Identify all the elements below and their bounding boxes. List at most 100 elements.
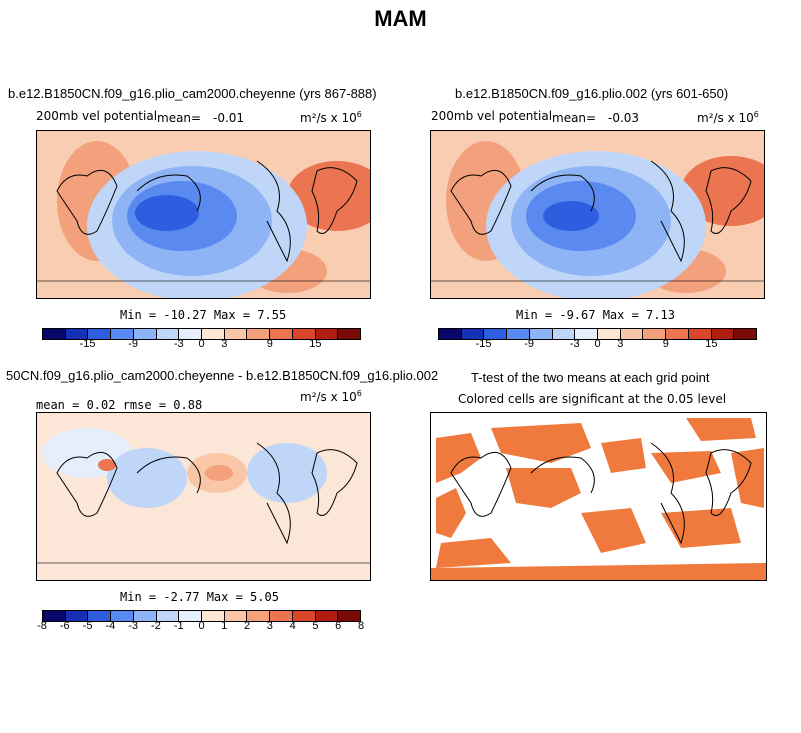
panel1-mean-value: -0.01 <box>213 111 245 125</box>
colorbar-swatch <box>270 611 293 621</box>
colorbar-tick-label: 3 <box>266 620 273 632</box>
panel1-mean-label: mean= <box>157 111 202 125</box>
colorbar-tick-label: -3 <box>569 338 580 350</box>
colorbar-swatch <box>688 329 712 339</box>
colorbar-tick-label: 3 <box>221 338 228 350</box>
colorbar-tick-label: -6 <box>59 620 70 632</box>
colorbar-tick-label: 0 <box>198 620 205 632</box>
colorbar-swatch <box>111 329 134 339</box>
colorbar-swatch <box>179 611 203 621</box>
colorbar-swatch <box>88 329 112 339</box>
colorbar-swatch <box>133 329 157 339</box>
panel2-colorbar <box>438 328 757 340</box>
panel2-map <box>430 130 765 299</box>
colorbar-swatch <box>484 329 508 339</box>
colorbar-tick-label: 15 <box>705 338 718 350</box>
panel2-units: m²/s x 106 <box>697 110 759 125</box>
colorbar-tick-label: 0 <box>594 338 601 350</box>
colorbar-swatch <box>292 611 316 621</box>
panel1-colorbar <box>42 328 361 340</box>
colorbar-tick-label: -2 <box>151 620 161 632</box>
colorbar-tick-label: -3 <box>173 338 184 350</box>
panel1-units: m²/s x 106 <box>300 110 362 125</box>
colorbar-swatch <box>133 611 157 621</box>
panel1-colorbar-labels: -15 -9 -3 0 3 9 15 <box>42 338 359 352</box>
colorbar-swatch <box>598 329 621 339</box>
colorbar-tick-label: 9 <box>266 338 273 350</box>
colorbar-tick-label: 4 <box>289 620 296 632</box>
colorbar-swatch <box>156 329 180 339</box>
colorbar-swatch <box>224 329 248 339</box>
colorbar-tick-label: -9 <box>128 338 139 350</box>
colorbar-swatch <box>666 329 689 339</box>
colorbar-tick-label: 5 <box>312 620 319 632</box>
colorbar-swatch <box>202 329 225 339</box>
colorbar-swatch <box>529 329 553 339</box>
colorbar-tick-label: 0 <box>198 338 205 350</box>
colorbar-swatch <box>202 611 225 621</box>
colorbar-tick-label: -15 <box>79 338 96 350</box>
colorbar-tick-label: -1 <box>173 620 184 632</box>
panel3-minmax: Min = -2.77 Max = 5.05 <box>120 590 279 604</box>
colorbar-swatch <box>65 611 89 621</box>
colorbar-swatch <box>338 611 361 621</box>
colorbar-swatch <box>507 329 530 339</box>
colorbar-tick-label: -8 <box>37 620 47 632</box>
panel4-subtitle: Colored cells are significant at the 0.0… <box>458 392 727 406</box>
colorbar-swatch <box>439 329 462 339</box>
panel2-minmax: Min = -9.67 Max = 7.13 <box>516 308 675 322</box>
colorbar-tick-label: -3 <box>128 620 139 632</box>
panel1-map <box>36 130 371 299</box>
figure-title: MAM <box>374 6 427 31</box>
colorbar-swatch <box>292 329 316 339</box>
colorbar-tick-label: 3 <box>617 338 624 350</box>
colorbar-tick-label: 1 <box>221 620 228 632</box>
colorbar-swatch <box>224 611 248 621</box>
colorbar-tick-label: -5 <box>82 620 93 632</box>
colorbar-swatch <box>711 329 735 339</box>
panel2-colorbar-labels: -15 -9 -3 0 3 9 15 <box>438 338 755 352</box>
colorbar-tick-label: 2 <box>244 620 251 632</box>
panel3-map <box>36 412 371 581</box>
colorbar-swatch <box>65 329 89 339</box>
panel3-colorbar <box>42 610 361 622</box>
colorbar-tick-label: -15 <box>475 338 492 350</box>
colorbar-swatch <box>734 329 757 339</box>
panel2-variable: 200mb vel potential <box>431 109 553 123</box>
colorbar-swatch <box>247 329 271 339</box>
panel1-variable: 200mb vel potential <box>36 109 158 123</box>
colorbar-swatch <box>43 611 66 621</box>
colorbar-tick-label: 8 <box>357 620 365 632</box>
colorbar-swatch <box>552 329 576 339</box>
colorbar-tick-label: -9 <box>524 338 535 350</box>
panel3-units: m²/s x 106 <box>300 389 362 404</box>
colorbar-tick-label: 15 <box>309 338 322 350</box>
panel2-mean-label: mean= <box>552 111 597 125</box>
colorbar-swatch <box>315 329 339 339</box>
colorbar-swatch <box>575 329 599 339</box>
colorbar-swatch <box>270 329 293 339</box>
colorbar-swatch <box>111 611 134 621</box>
panel4-title: T-test of the two means at each grid poi… <box>471 370 710 385</box>
colorbar-tick-label: 6 <box>335 620 342 632</box>
colorbar-swatch <box>315 611 339 621</box>
panel1-minmax: Min = -10.27 Max = 7.55 <box>120 308 287 322</box>
panel3-colorbar-labels: -8 -6 -5 -4 -3 -2 -1 0 1 2 3 4 5 6 8 <box>37 620 364 634</box>
colorbar-tick-label: -4 <box>105 620 116 632</box>
colorbar-swatch <box>620 329 644 339</box>
panel1-title: b.e12.B1850CN.f09_g16.plio_cam2000.cheye… <box>8 86 377 101</box>
colorbar-tick-label: 9 <box>662 338 669 350</box>
colorbar-swatch <box>461 329 485 339</box>
colorbar-swatch <box>43 329 66 339</box>
panel3-title: 50CN.f09_g16.plio_cam2000.cheyenne - b.e… <box>6 368 439 383</box>
colorbar-swatch <box>247 611 271 621</box>
colorbar-swatch <box>643 329 667 339</box>
colorbar-swatch <box>179 329 203 339</box>
colorbar-swatch <box>338 329 361 339</box>
panel3-stats: mean = 0.02 rmse = 0.88 <box>36 398 203 412</box>
colorbar-swatch <box>88 611 112 621</box>
panel4-map <box>430 412 767 581</box>
colorbar-swatch <box>156 611 180 621</box>
panel2-title: b.e12.B1850CN.f09_g16.plio.002 (yrs 601-… <box>455 86 729 101</box>
panel2-mean-value: -0.03 <box>608 111 640 125</box>
